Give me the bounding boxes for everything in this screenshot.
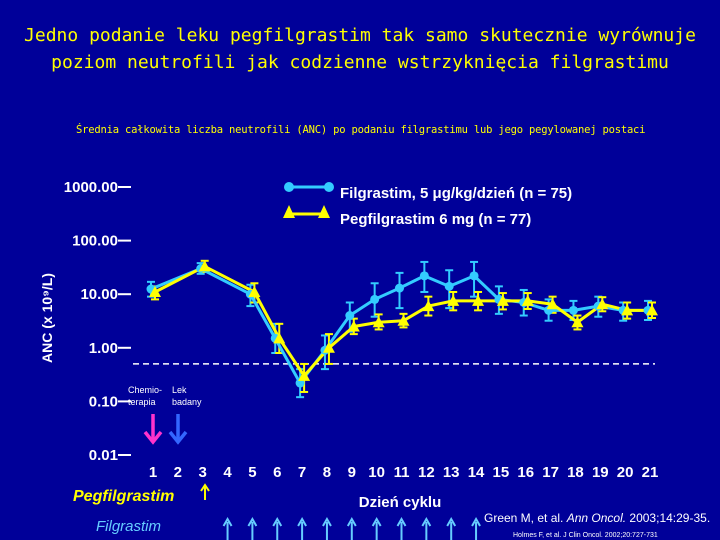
y-tick-label: 100.00 [72,233,118,250]
filgrastim-data-point [568,305,578,315]
filgrastim-dose-arrowhead [272,516,283,527]
filgrastim-dose-arrowhead [322,516,332,527]
x-axis-label: Dzień cyklu [359,494,442,511]
dosing-annotations: Chemio- terapia Lek badany Pegfilgrastim… [73,385,710,540]
filgrastim-data-point [469,271,479,281]
chart-title-line-1: Jedno podanie leku pegfilgrastim tak sam… [24,25,696,46]
filgrastim-dose-arrowhead [396,516,407,527]
reference-holmes: Holmes F, et al. J Clin Oncol. 2002;20:7… [513,532,658,539]
filgrastim-data-point [444,281,454,291]
pegfilgrastim-data-point [621,304,634,316]
legend-filgrastim-marker-2 [324,182,334,192]
legend-filgrastim-label: Filgrastim, 5 μg/kg/dzień (n = 75) [340,185,572,202]
filgrastim-dose-arrows [222,516,481,540]
legend-pegfilgrastim-marker [283,205,295,218]
filgrastim-dose-arrowhead [346,516,357,527]
x-tick-label: 10 [368,464,385,481]
filgrastim-dose-arrowhead [247,516,258,527]
pegfilgrastim-data-point [422,300,435,312]
pegfilgrastim-dose-label: Pegfilgrastim [73,488,174,505]
filgrastim-dose-arrowhead [471,516,481,527]
y-tick-label: 10.00 [80,286,118,303]
x-tick-label: 12 [418,464,435,481]
x-tick-label: 11 [394,464,410,481]
x-tick-label: 21 [642,464,659,481]
filgrastim-dose-label: Filgrastim [96,518,161,535]
chart-subtitle: Średnia całkowita liczba neutrofili (ANC… [76,124,646,136]
pegfilgrastim-data-point [149,285,161,297]
x-tick-label: 2 [174,464,182,481]
chart-title: Jedno podanie leku pegfilgrastim tak sam… [20,22,700,76]
y-tick-label: 1.00 [89,340,118,357]
x-tick-label: 15 [493,464,510,481]
pegfilgrastim-data-point [372,316,385,328]
x-tick-label: 8 [323,464,331,481]
pegfilgrastim-dose-arrow-icon [200,483,210,500]
x-tick-label: 9 [348,464,356,481]
filgrastim-data-point [345,311,355,321]
filgrastim-dose-arrowhead [297,516,307,527]
series-markers [146,260,658,388]
x-axis-ticks: 1 2 3 4 5 6 7 8 9 10 11 12 13 14 15 16 17 18 19 20 21 [149,464,659,481]
y-tick-label: 1000.00 [64,179,118,196]
x-tick-label: 14 [468,464,485,481]
y-tick-label: 0.01 [89,447,118,464]
x-tick-label: 20 [617,464,634,481]
x-tick-label: 18 [567,464,584,481]
filgrastim-dose-arrowhead [222,516,233,527]
filgrastim-dose-arrowhead [421,516,432,527]
pegfilgrastim-data-point [521,294,534,306]
pegfilgrastim-data-point [322,341,335,353]
x-tick-label: 19 [592,464,609,481]
pegfilgrastim-data-point [546,298,559,310]
x-tick-label: 3 [199,464,207,481]
pegfilgrastim-data-point [472,294,485,306]
pegfilgrastim-data-point [198,260,211,272]
chart-axes: ANC (x 10⁹/L) Dzień cyklu [39,273,441,511]
chemo-arrow-icon [143,414,163,445]
drug-label-line-1: Lek [172,385,187,395]
x-tick-label: 5 [248,464,256,481]
x-tick-label: 4 [223,464,232,481]
pegfilgrastim-data-point [347,320,360,332]
pegfilgrastim-data-point [298,369,311,381]
x-tick-label: 1 [149,464,157,481]
pegfilgrastim-data-point [571,316,584,328]
filgrastim-data-point [419,271,429,281]
pegfilgrastim-data-point [397,314,410,326]
x-tick-label: 13 [443,464,460,481]
pegfilgrastim-data-point [273,332,286,344]
legend-pegfilgrastim-marker-2 [318,205,330,218]
x-tick-label: 7 [298,464,306,481]
chemo-label-line-2: terapia [128,397,156,407]
filgrastim-dose-arrowhead [446,516,457,527]
filgrastim-data-point [395,283,404,293]
drug-label-line-2: badany [172,397,202,407]
x-tick-label: 16 [517,464,534,481]
x-tick-label: 17 [542,464,559,481]
y-axis-ticks: 1000.00 100.00 10.00 1.00 0.10 0.01 [64,179,131,464]
pegfilgrastim-data-point [248,285,261,297]
x-tick-label: 6 [273,464,281,481]
reference-green: Green M, et al. Ann Oncol. 2003;14:29-35… [484,511,710,525]
legend-filgrastim-marker [284,182,294,192]
pegfilgrastim-data-point [596,298,609,310]
drug-arrow-icon [168,414,188,445]
y-tick-label: 0.10 [89,393,118,410]
pegfilgrastim-data-point [496,294,509,306]
y-axis-label: ANC (x 10⁹/L) [39,273,55,363]
filgrastim-dose-arrowhead [371,516,382,527]
filgrastim-data-point [370,294,380,304]
legend-pegfilgrastim-label: Pegfilgrastim 6 mg (n = 77) [340,211,531,228]
chart-title-line-2: poziom neutrofili jak codzienne wstrzykn… [51,52,669,73]
chart-legend: Filgrastim, 5 μg/kg/dzień (n = 75) Pegfi… [283,182,572,228]
pegfilgrastim-data-point [447,294,460,306]
chemo-label-line-1: Chemio- [128,385,162,395]
pegfilgrastim-data-point [646,304,658,316]
